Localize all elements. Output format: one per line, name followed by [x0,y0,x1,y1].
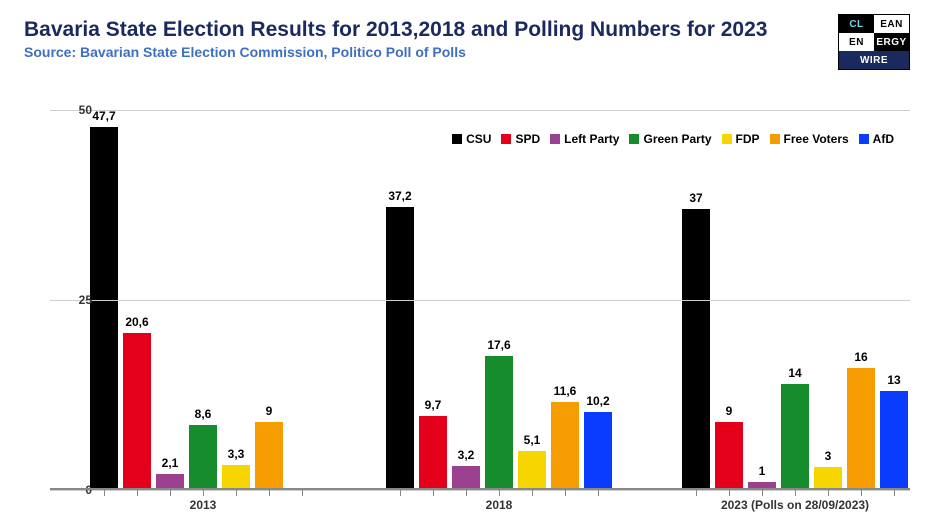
logo-seg-3: WIRE [839,51,909,69]
x-tick [137,490,138,496]
bar [682,209,710,490]
chart-plot-area: 47,7 20,6 2,1 8,6 3,3 9 37,2 9,7 3,2 17,6 5,1 11,6 1… [50,110,910,490]
bar-value-label: 11,6 [554,384,577,398]
x-tick [861,490,862,496]
bar-value-label: 47,7 [92,109,115,123]
bar [189,425,217,490]
bar-value-label: 9,7 [425,398,442,412]
x-tick [236,490,237,496]
bar-value-label: 8,6 [195,407,212,421]
bar [814,467,842,490]
x-tick [828,490,829,496]
bar [90,127,118,490]
x-tick [565,490,566,496]
bar [880,391,908,490]
x-group-label: 2023 (Polls on 28/09/2023) [721,498,869,512]
bar [485,356,513,490]
x-tick [302,490,303,496]
x-tick [466,490,467,496]
logo: CL EAN EN ERGY WIRE [838,14,910,70]
x-tick [269,490,270,496]
bar-value-label: 37,2 [388,189,411,203]
bar [386,207,414,490]
bar [452,466,480,490]
bar-value-label: 37 [689,191,702,205]
bar-value-label: 10,2 [586,394,609,408]
chart-title: Bavaria State Election Results for 2013,… [24,18,910,42]
bar [584,412,612,490]
x-tick [203,490,204,496]
bar [222,465,250,490]
logo-seg-1l: CL [839,15,874,33]
bar-value-label: 9 [726,404,733,418]
x-tick [729,490,730,496]
bar-value-label: 1 [759,464,766,478]
bar-value-label: 17,6 [487,338,510,352]
bar [518,451,546,490]
bar [715,422,743,490]
gridline [50,490,910,491]
bar [551,402,579,490]
bar [781,384,809,490]
x-axis [50,488,910,490]
bar-value-label: 3,3 [228,447,245,461]
bar [419,416,447,490]
x-group-label: 2013 [190,498,217,512]
bar-value-label: 20,6 [125,315,148,329]
chart-header: Bavaria State Election Results for 2013,… [24,18,910,60]
gridline [50,300,910,301]
bar-value-label: 3 [825,449,832,463]
logo-seg-1r: EAN [874,15,909,33]
chart-subtitle: Source: Bavarian State Election Commissi… [24,44,910,60]
bar-value-label: 5,1 [524,433,541,447]
x-tick [400,490,401,496]
x-tick [433,490,434,496]
x-tick [499,490,500,496]
bar-value-label: 2,1 [162,456,179,470]
x-tick [795,490,796,496]
x-tick [170,490,171,496]
logo-seg-2l: EN [839,33,874,51]
bar-value-label: 16 [854,350,867,364]
bar-value-label: 13 [887,373,900,387]
bar [123,333,151,490]
x-tick [696,490,697,496]
x-group-label: 2018 [486,498,513,512]
y-tick-label: 25 [52,293,92,307]
y-tick-label: 50 [52,103,92,117]
x-tick [104,490,105,496]
y-tick-label: 0 [52,483,92,497]
bar [847,368,875,490]
bar-value-label: 3,2 [458,448,475,462]
gridline [50,110,910,111]
x-tick [598,490,599,496]
x-tick [762,490,763,496]
x-tick [532,490,533,496]
bar-value-label: 14 [788,366,801,380]
x-tick [894,490,895,496]
logo-seg-2r: ERGY [874,33,909,51]
bar [255,422,283,490]
bar-value-label: 9 [266,404,273,418]
